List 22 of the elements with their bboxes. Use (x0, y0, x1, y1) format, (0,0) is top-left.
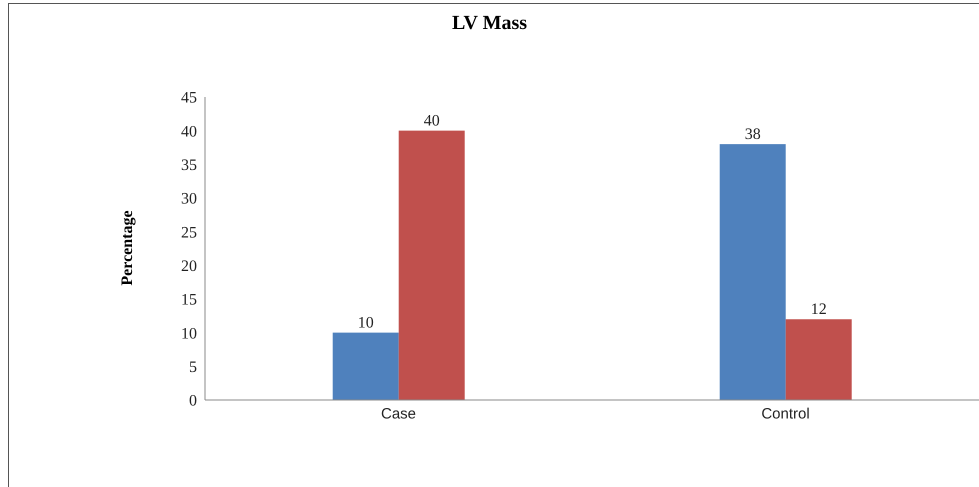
data-label: 38 (744, 126, 761, 144)
chart-title: LV Mass (450, 12, 528, 35)
y-tick-label: 10 (181, 325, 197, 342)
y-tick-label: 15 (181, 292, 197, 309)
x-tick-label: Control (761, 406, 810, 423)
bar (398, 130, 465, 400)
y-tick-label: 35 (181, 157, 197, 174)
y-axis-title: Percentage (119, 210, 137, 286)
bar (332, 332, 399, 400)
y-tick-label: 40 (181, 123, 197, 140)
data-label: 40 (424, 112, 440, 130)
y-tick-label: 30 (181, 190, 197, 208)
x-tick-label: Case (380, 406, 416, 423)
data-label: 12 (810, 301, 827, 318)
y-tick-label: 45 (181, 90, 197, 107)
y-tick-label: 20 (181, 258, 197, 276)
data-label: 10 (358, 314, 374, 332)
y-tick-label: 0 (189, 392, 197, 410)
y-tick-label: 5 (189, 359, 197, 376)
bar (720, 144, 786, 400)
bar (786, 319, 852, 400)
y-tick-label: 25 (181, 224, 197, 242)
